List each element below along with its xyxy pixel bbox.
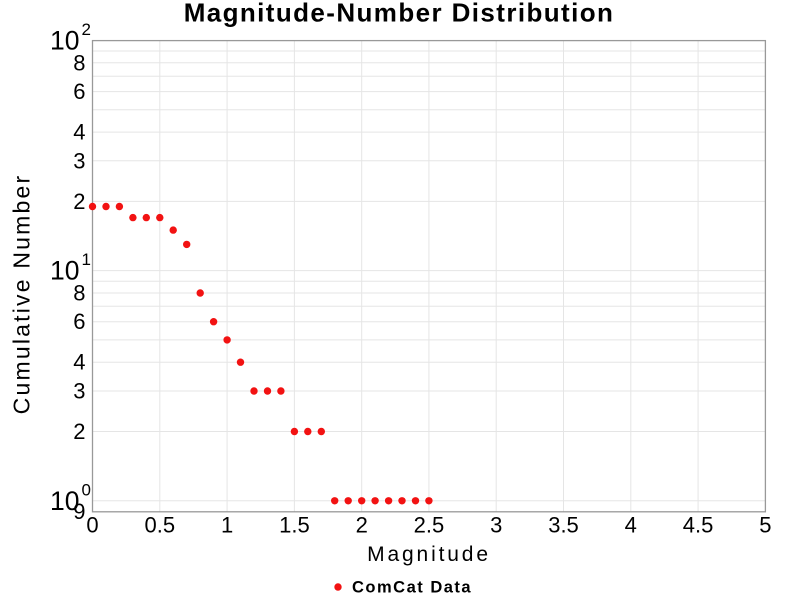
- svg-text:3: 3: [490, 513, 502, 538]
- svg-text:2: 2: [73, 419, 85, 444]
- svg-text:10: 10: [50, 256, 79, 286]
- svg-text:1.5: 1.5: [279, 513, 310, 538]
- svg-text:10: 10: [50, 26, 79, 56]
- svg-text:3.5: 3.5: [548, 513, 579, 538]
- svg-text:3: 3: [73, 379, 85, 404]
- svg-text:6: 6: [73, 79, 85, 104]
- svg-text:4: 4: [625, 513, 637, 538]
- svg-text:1: 1: [221, 513, 233, 538]
- svg-text:2: 2: [73, 189, 85, 214]
- svg-text:ComCat Data: ComCat Data: [352, 579, 472, 597]
- svg-text:Cumulative Number: Cumulative Number: [9, 174, 35, 415]
- svg-text:3: 3: [73, 148, 85, 173]
- svg-text:9: 9: [73, 499, 85, 524]
- svg-text:8: 8: [73, 50, 85, 75]
- svg-text:8: 8: [73, 281, 85, 306]
- svg-text:4: 4: [73, 350, 85, 375]
- svg-text:0.5: 0.5: [145, 513, 176, 538]
- svg-text:Magnitude: Magnitude: [367, 543, 491, 566]
- svg-text:2: 2: [356, 513, 368, 538]
- svg-text:2: 2: [82, 20, 91, 39]
- svg-text:2.5: 2.5: [414, 513, 445, 538]
- svg-text:10: 10: [50, 486, 79, 516]
- svg-text:1: 1: [82, 250, 91, 269]
- svg-text:Magnitude-Number Distribution: Magnitude-Number Distribution: [184, 0, 615, 28]
- svg-text:4.5: 4.5: [683, 513, 714, 538]
- svg-text:6: 6: [73, 309, 85, 334]
- svg-text:0: 0: [86, 513, 98, 538]
- svg-text:0: 0: [82, 480, 91, 499]
- svg-text:5: 5: [759, 513, 771, 538]
- svg-text:4: 4: [73, 120, 85, 145]
